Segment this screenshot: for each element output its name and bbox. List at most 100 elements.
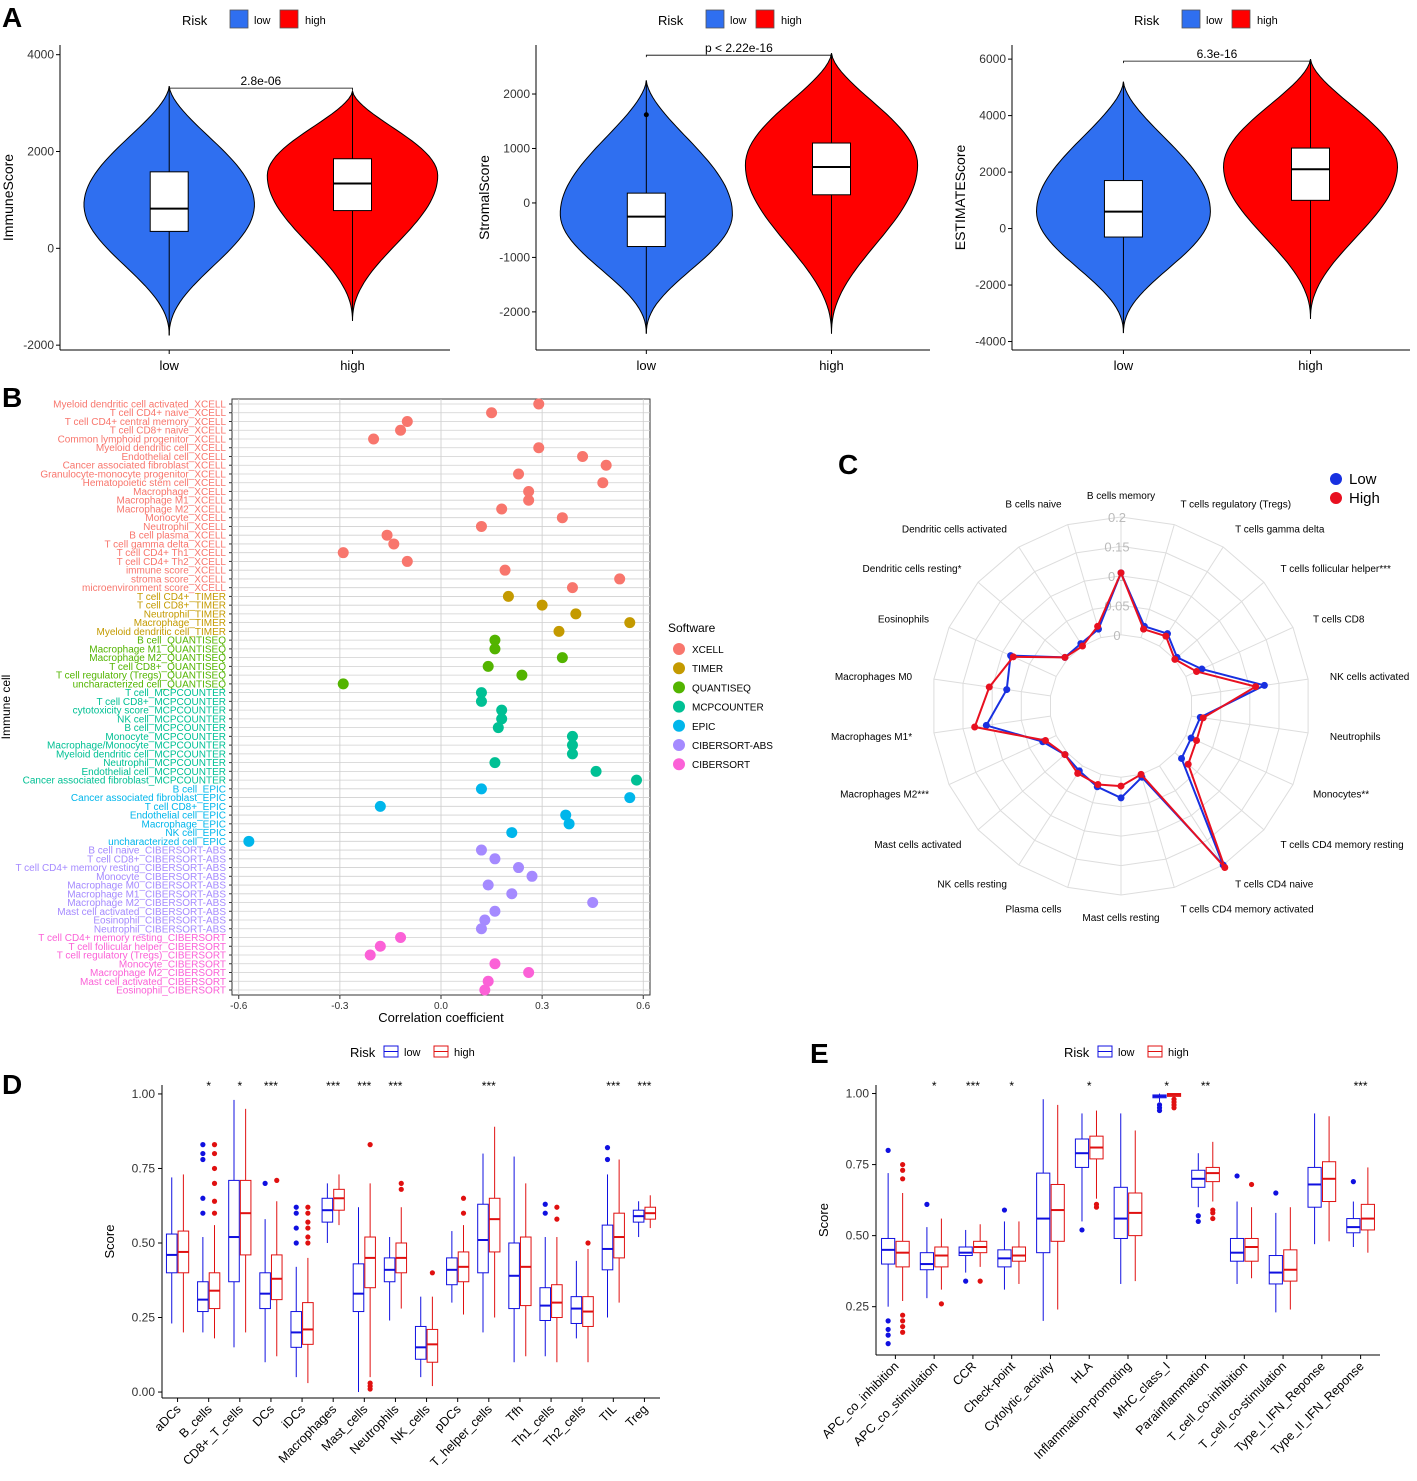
x-tick-label: TIL — [597, 1402, 620, 1425]
significance-mark: *** — [482, 1079, 496, 1093]
correlation-point — [624, 617, 636, 629]
box-high — [426, 1328, 439, 1363]
outlier-low — [200, 1195, 206, 1201]
outlier-high — [900, 1161, 906, 1168]
row-label: cytotoxicity score_MCPCOUNTER — [73, 706, 226, 717]
significance-mark: * — [1009, 1079, 1014, 1093]
correlation-point — [395, 932, 407, 944]
row-label: Myeloid dendritic cell_XCELL — [96, 443, 227, 454]
correlation-point — [482, 660, 494, 672]
row-label: Myeloid dendritic cell_TIMER — [97, 627, 227, 638]
outlier-high — [554, 1216, 560, 1222]
row-label: Mast cell activated_CIBERSORT-ABS — [57, 907, 226, 918]
radar-grid-ring — [1020, 604, 1222, 808]
significance-mark: * — [932, 1079, 937, 1093]
pvalue-bracket — [168, 87, 353, 91]
row-label: T cell regulatory (Tregs)_QUANTISEQ — [56, 671, 226, 682]
row-label: T cell CD4+_TIMER — [137, 592, 226, 603]
radar-axis-label: Mast cells activated — [874, 840, 961, 851]
box-low — [165, 1233, 178, 1274]
legend-label-high: high — [1168, 1047, 1189, 1059]
correlation-point — [570, 608, 582, 620]
correlation-point — [388, 538, 400, 550]
correlation-point — [526, 870, 538, 882]
row-label: Macrophage M2_CIBERSORT-ABS — [67, 898, 226, 909]
significance-mark: ** — [1201, 1079, 1211, 1093]
panel-b-correlation-dotplot: -0.6 -0.3 0.0 0.3 0.6 Myeloid dendritic cell … — [0, 398, 773, 1025]
correlation-point — [502, 590, 514, 602]
panel-letter-d: D — [2, 1069, 22, 1100]
legend-label-high: high — [781, 15, 802, 27]
legend-key-low — [229, 9, 249, 29]
legend-key-low — [1181, 9, 1201, 29]
legend-risk-1: Risk low high — [658, 9, 802, 29]
correlation-point — [566, 739, 578, 751]
x-tick-label: 0.6 — [636, 1001, 650, 1012]
radar-point-high — [1252, 683, 1260, 691]
x-axis-title: Correlation coefficient — [378, 1010, 504, 1025]
outlier-low — [262, 1180, 268, 1186]
correlation-point — [556, 512, 568, 524]
correlation-point — [492, 722, 504, 734]
radar-point-high — [1061, 751, 1069, 759]
correlation-point — [482, 975, 494, 987]
row-label: immune score_XCELL — [126, 566, 226, 577]
radar-legend-key-low — [1330, 473, 1342, 485]
row-label: Cancer associated fibroblast_EPIC — [71, 793, 226, 804]
correlation-point — [523, 494, 535, 506]
radar-axis-label: Dendritic cells activated — [902, 524, 1007, 535]
outlier-low — [1001, 1207, 1008, 1213]
radar-point-high — [1171, 655, 1179, 663]
outlier-low — [1234, 1173, 1240, 1179]
row-label: Endothelial cell_MCPCOUNTER — [82, 767, 227, 778]
radar-axis-label: T cells CD4 memory activated — [1180, 905, 1313, 916]
radar-spoke — [1191, 715, 1309, 734]
radar-spoke — [1159, 765, 1224, 866]
legend-title: Risk — [1064, 1045, 1090, 1060]
row-label: Neutrophil_MCPCOUNTER — [103, 758, 226, 769]
y-tick-label: -4000 — [975, 335, 1006, 349]
row-label: NK cell_EPIC — [165, 828, 226, 839]
outlier-high — [429, 1270, 435, 1276]
y-tick-label: 1.00 — [846, 1087, 870, 1101]
outlier-high — [211, 1180, 218, 1186]
radar-axis-label: NK cells resting — [937, 880, 1006, 891]
legend-label-high: high — [454, 1047, 475, 1059]
radar-point-high — [1199, 714, 1207, 722]
box-low — [539, 1287, 552, 1321]
legend-label-low: low — [730, 15, 747, 27]
y-tick-label: 0 — [47, 241, 54, 255]
significance-mark: * — [1164, 1079, 1169, 1093]
correlation-point — [475, 520, 487, 532]
outlier-high — [305, 1219, 311, 1225]
outlier-high — [305, 1240, 311, 1246]
box-low — [290, 1311, 303, 1348]
legend-label: QUANTISEQ — [692, 683, 751, 694]
box-low — [1113, 1186, 1128, 1239]
y-tick-label: 0.25 — [132, 1311, 156, 1325]
radar-point-high — [985, 683, 993, 691]
correlation-point — [513, 468, 525, 480]
radar-point-high — [1140, 625, 1148, 633]
box-high — [239, 1179, 252, 1256]
box-high — [1011, 1246, 1027, 1262]
correlation-point — [489, 643, 501, 655]
outlier-high — [1210, 1207, 1216, 1213]
outlier-low — [885, 1147, 891, 1153]
outlier-low — [924, 1201, 930, 1207]
legend-label: TIMER — [692, 664, 723, 675]
outlier-high — [900, 1318, 906, 1324]
correlation-point — [556, 652, 568, 664]
significance-mark: * — [206, 1079, 211, 1093]
radar-point-high — [1117, 782, 1125, 790]
panel-letter-a: A — [2, 2, 22, 33]
radar-spoke — [1067, 524, 1102, 638]
legend-label-low: low — [404, 1047, 421, 1059]
correlation-point — [587, 897, 599, 909]
correlation-point — [513, 862, 525, 874]
legend-title: Risk — [350, 1045, 376, 1060]
radar-spoke — [1174, 581, 1265, 660]
radar-point-high — [1193, 668, 1201, 676]
significance-mark: * — [237, 1079, 242, 1093]
box-high — [1322, 1161, 1337, 1203]
